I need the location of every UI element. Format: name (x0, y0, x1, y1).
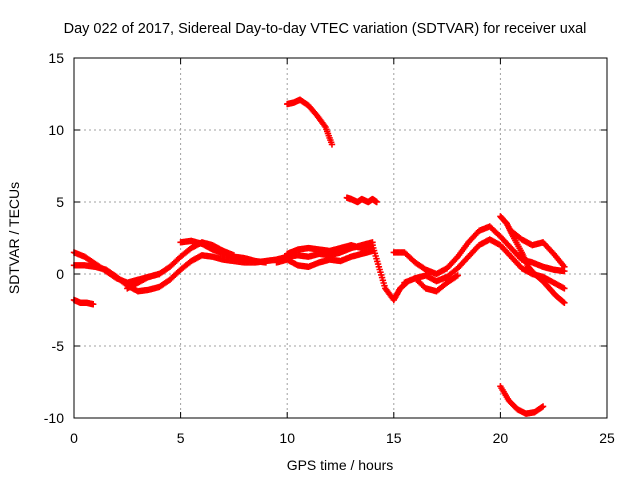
x-tick-label: 25 (599, 430, 615, 446)
x-tick-label: 5 (177, 430, 185, 446)
y-tick-label: 10 (48, 122, 64, 138)
series-arc-e (273, 247, 376, 270)
data-point (328, 141, 336, 148)
series-arc-i (70, 296, 97, 308)
data-point (561, 299, 568, 306)
data-point-interp (453, 273, 460, 280)
data-point (561, 285, 568, 292)
x-axis-label: GPS time / hours (287, 457, 394, 473)
series-arc-j (369, 242, 410, 304)
y-tick-label: 15 (48, 50, 64, 66)
y-tick-label: 5 (56, 194, 64, 210)
data-point (539, 403, 547, 410)
data-point (262, 259, 270, 266)
series-arc-n (411, 272, 461, 295)
data-point (89, 301, 97, 308)
series-arc-k (390, 223, 568, 278)
series-arc-h (343, 194, 380, 206)
data-point (561, 263, 568, 270)
x-tick-label: 20 (493, 430, 509, 446)
y-axis-label: SDTVAR / TECUs (6, 182, 22, 294)
data-point (454, 272, 461, 279)
data-point (373, 198, 380, 206)
series-arc-g (284, 96, 336, 148)
x-tick-label: 10 (279, 430, 295, 446)
series-arc-m (497, 213, 568, 306)
y-tick-label: -5 (52, 338, 65, 354)
series-arc-p (507, 227, 568, 270)
plot-frame (73, 57, 608, 419)
series-arc-d (177, 237, 270, 266)
series-arc-o (497, 383, 547, 417)
y-tick-label: 0 (56, 266, 64, 282)
grid (74, 58, 607, 418)
x-tick-label: 15 (386, 430, 402, 446)
series-arc-f (284, 242, 376, 258)
data-point-interp (560, 298, 567, 306)
y-tick-label: -10 (44, 410, 64, 426)
series-arc-a (70, 239, 376, 295)
data-points (70, 96, 568, 417)
x-tick-label: 0 (70, 430, 78, 446)
chart-title: Day 022 of 2017, Sidereal Day-to-day VTE… (64, 21, 587, 37)
